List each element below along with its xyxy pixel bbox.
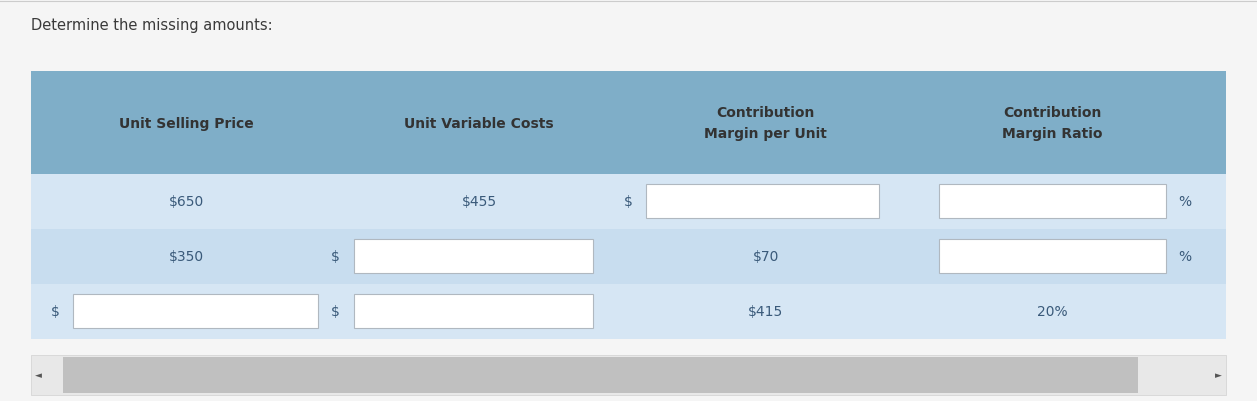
FancyBboxPatch shape — [939, 185, 1166, 219]
Text: $: $ — [331, 304, 339, 318]
Text: Unit Variable Costs: Unit Variable Costs — [405, 116, 554, 130]
Text: 20%: 20% — [1037, 304, 1067, 318]
Text: Determine the missing amounts:: Determine the missing amounts: — [31, 18, 273, 33]
FancyBboxPatch shape — [354, 240, 593, 273]
Text: ►: ► — [1216, 371, 1222, 379]
Text: $: $ — [50, 304, 59, 318]
FancyBboxPatch shape — [646, 185, 880, 219]
Text: $415: $415 — [748, 304, 783, 318]
Text: $650: $650 — [168, 195, 205, 209]
FancyBboxPatch shape — [354, 294, 593, 328]
Text: $: $ — [623, 195, 632, 209]
Text: %: % — [1179, 195, 1192, 209]
Text: $: $ — [331, 250, 339, 263]
Text: $455: $455 — [461, 195, 497, 209]
Text: Contribution
Margin Ratio: Contribution Margin Ratio — [1002, 106, 1102, 141]
Text: Unit Selling Price: Unit Selling Price — [119, 116, 254, 130]
Text: Contribution
Margin per Unit: Contribution Margin per Unit — [704, 106, 827, 141]
Text: %: % — [1179, 250, 1192, 263]
FancyBboxPatch shape — [31, 284, 1226, 339]
FancyBboxPatch shape — [31, 229, 1226, 284]
Text: $70: $70 — [753, 250, 779, 263]
Text: $350: $350 — [170, 250, 204, 263]
FancyBboxPatch shape — [73, 294, 318, 328]
FancyBboxPatch shape — [31, 72, 1226, 174]
FancyBboxPatch shape — [939, 240, 1166, 273]
FancyBboxPatch shape — [31, 355, 1226, 395]
Text: ◄: ◄ — [35, 371, 41, 379]
FancyBboxPatch shape — [31, 174, 1226, 229]
FancyBboxPatch shape — [63, 357, 1138, 393]
